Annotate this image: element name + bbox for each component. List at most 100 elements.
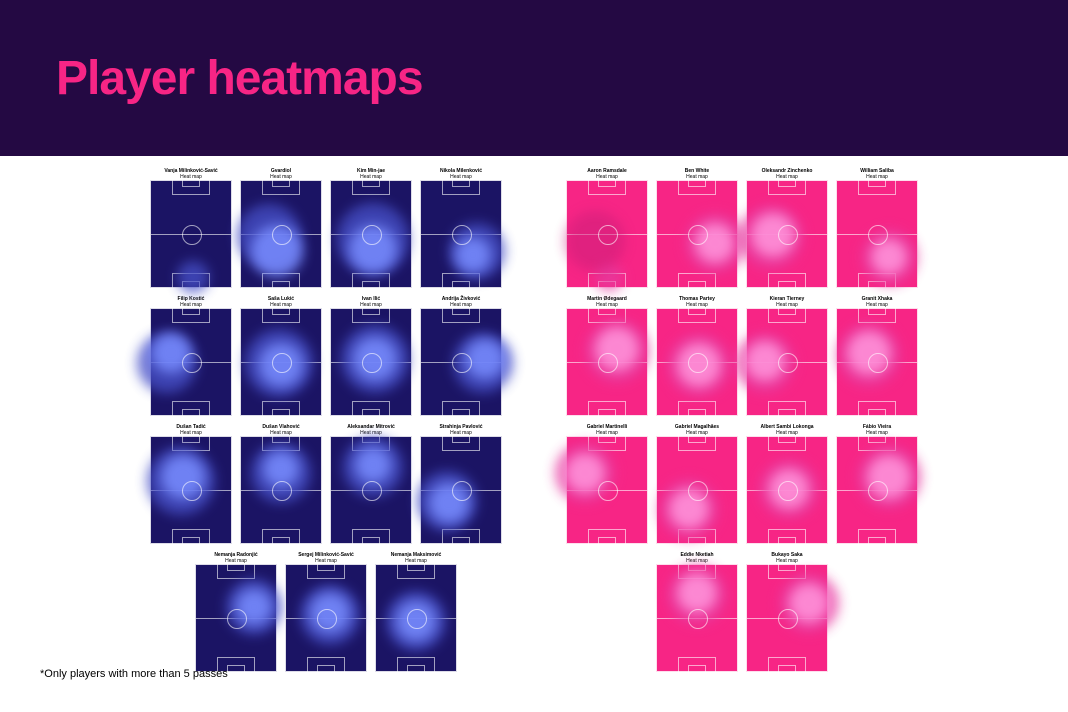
- heat-blob: [669, 489, 709, 529]
- heatmap-cell: Kim Min-jaeHeat map: [330, 168, 412, 288]
- player-caption: Aaron RamsdaleHeat map: [587, 168, 626, 180]
- pitch: [330, 180, 412, 288]
- heat-blob: [263, 451, 299, 487]
- pitch: [195, 564, 277, 672]
- heat-blob: [310, 593, 350, 633]
- pitch: [656, 436, 738, 544]
- heatmap-cell: Ben WhiteHeat map: [656, 168, 738, 288]
- pitch: [150, 180, 232, 288]
- heat-blob: [867, 455, 911, 499]
- pitch: [656, 180, 738, 288]
- pitch: [746, 564, 828, 672]
- player-caption: Granit XhakaHeat map: [862, 296, 893, 308]
- heatmap-cell: Dušan VlahovićHeat map: [240, 424, 322, 544]
- heatmap-cell: Thomas ParteyHeat map: [656, 296, 738, 416]
- pitch: [240, 308, 322, 416]
- footnote-text: *Only players with more than 5 passes: [40, 668, 228, 680]
- heatmap-row: Filip KostićHeat map Saša LukićHeat map Iv…: [150, 296, 502, 416]
- heat-blob: [565, 211, 625, 271]
- heatmap-row: Martin ØdegaardHeat map Thomas ParteyHeat…: [566, 296, 918, 416]
- player-caption: Saša LukićHeat map: [268, 296, 294, 308]
- title-banner: Player heatmaps: [0, 0, 1068, 156]
- player-caption: Strahinja PavlovićHeat map: [439, 424, 482, 436]
- pitch: [566, 436, 648, 544]
- player-caption: Gabriel MartinelliHeat map: [587, 424, 628, 436]
- pitch: [420, 436, 502, 544]
- pitch: [150, 308, 232, 416]
- heat-blob: [161, 455, 205, 499]
- heatmap-row: Nemanja RadonjićHeat map Sergej Milinkovi…: [195, 552, 457, 672]
- heatmap-row: Vanja Milinković-SavićHeat map GvardiolHe…: [150, 168, 502, 288]
- player-caption: Andrija ŽivkovićHeat map: [442, 296, 481, 308]
- heatmap-cell: Nemanja RadonjićHeat map: [195, 552, 277, 672]
- heatmap-cell: Fábio VieiraHeat map: [836, 424, 918, 544]
- pitch: [240, 436, 322, 544]
- heatmap-cell: Bukayo SakaHeat map: [746, 552, 828, 672]
- heat-blob: [595, 327, 639, 371]
- heat-blob: [565, 453, 605, 493]
- heat-blob: [341, 325, 409, 393]
- heatmap-cell: Gabriel MagalhãesHeat map: [656, 424, 738, 544]
- heat-blob: [745, 341, 785, 381]
- heatmap-cell: Kieran TierneyHeat map: [746, 296, 828, 416]
- pitch: [746, 180, 828, 288]
- heatmap-cell: Saša LukićHeat map: [240, 296, 322, 416]
- heatmap-row: Aaron RamsdaleHeat map Ben WhiteHeat map O…: [566, 168, 918, 288]
- player-caption: Dušan TadićHeat map: [176, 424, 205, 436]
- heatmap-cell: Ivan IlićHeat map: [330, 296, 412, 416]
- player-caption: William SalibaHeat map: [860, 168, 894, 180]
- player-caption: Ben WhiteHeat map: [685, 168, 709, 180]
- heatmap-cell: Dušan TadićHeat map: [150, 424, 232, 544]
- pitch: [285, 564, 367, 672]
- heat-blob: [759, 459, 819, 519]
- player-caption: Kieran TierneyHeat map: [770, 296, 805, 308]
- heatmap-cell: Vanja Milinković-SavićHeat map: [150, 168, 232, 288]
- heatmap-row: Gabriel MartinelliHeat map Gabriel Magalh…: [566, 424, 918, 544]
- player-caption: Fábio VieiraHeat map: [863, 424, 891, 436]
- pitch: [566, 180, 648, 288]
- player-caption: Kim Min-jaeHeat map: [357, 168, 385, 180]
- heat-blob: [177, 261, 209, 293]
- player-caption: Aleksandar MitrovićHeat map: [347, 424, 395, 436]
- heat-blob: [769, 469, 809, 509]
- heatmap-cell: Strahinja PavlovićHeat map: [420, 424, 502, 544]
- heatmap-cell: GvardiolHeat map: [240, 168, 322, 288]
- heatmap-group: Aaron RamsdaleHeat map Ben WhiteHeat map O…: [566, 168, 918, 672]
- pitch: [566, 308, 648, 416]
- heat-blob: [386, 591, 446, 651]
- player-caption: Martin ØdegaardHeat map: [587, 296, 627, 308]
- heatmap-cell: Aleksandar MitrovićHeat map: [330, 424, 412, 544]
- heat-blob: [236, 589, 272, 625]
- heatmap-row: Eddie NketiahHeat map Bukayo SakaHeat map: [656, 552, 828, 672]
- pitch: [836, 308, 918, 416]
- player-caption: Nikola MilenkovićHeat map: [440, 168, 482, 180]
- pitch: [836, 180, 918, 288]
- pitch: [420, 180, 502, 288]
- heatmap-cell: Aaron RamsdaleHeat map: [566, 168, 648, 288]
- player-caption: Sergej Milinković-SavićHeat map: [298, 552, 354, 564]
- heat-blob: [259, 343, 303, 387]
- player-caption: Nemanja RadonjićHeat map: [214, 552, 257, 564]
- heat-blob: [751, 213, 795, 257]
- heat-blob: [349, 225, 397, 273]
- pitch: [150, 436, 232, 544]
- player-caption: Gabriel MagalhãesHeat map: [675, 424, 719, 436]
- player-caption: Eddie NketiahHeat map: [680, 552, 713, 564]
- pitch: [330, 308, 412, 416]
- heatmap-cell: Eddie NketiahHeat map: [656, 552, 738, 672]
- heatmap-cell: Oleksandr ZinchenkoHeat map: [746, 168, 828, 288]
- heat-blob: [151, 333, 191, 373]
- pitch: [330, 436, 412, 544]
- heat-blob: [465, 339, 505, 379]
- heat-blob: [695, 223, 735, 263]
- player-caption: Bukayo SakaHeat map: [771, 552, 802, 564]
- heat-blob: [789, 583, 829, 623]
- heat-blob: [677, 343, 721, 387]
- heatmap-cell: Andrija ŽivkovićHeat map: [420, 296, 502, 416]
- player-caption: Vanja Milinković-SavićHeat map: [164, 168, 217, 180]
- pitch: [746, 308, 828, 416]
- player-caption: GvardiolHeat map: [270, 168, 292, 180]
- heatmap-cell: William SalibaHeat map: [836, 168, 918, 288]
- heatmap-cell: Filip KostićHeat map: [150, 296, 232, 416]
- player-caption: Thomas ParteyHeat map: [679, 296, 715, 308]
